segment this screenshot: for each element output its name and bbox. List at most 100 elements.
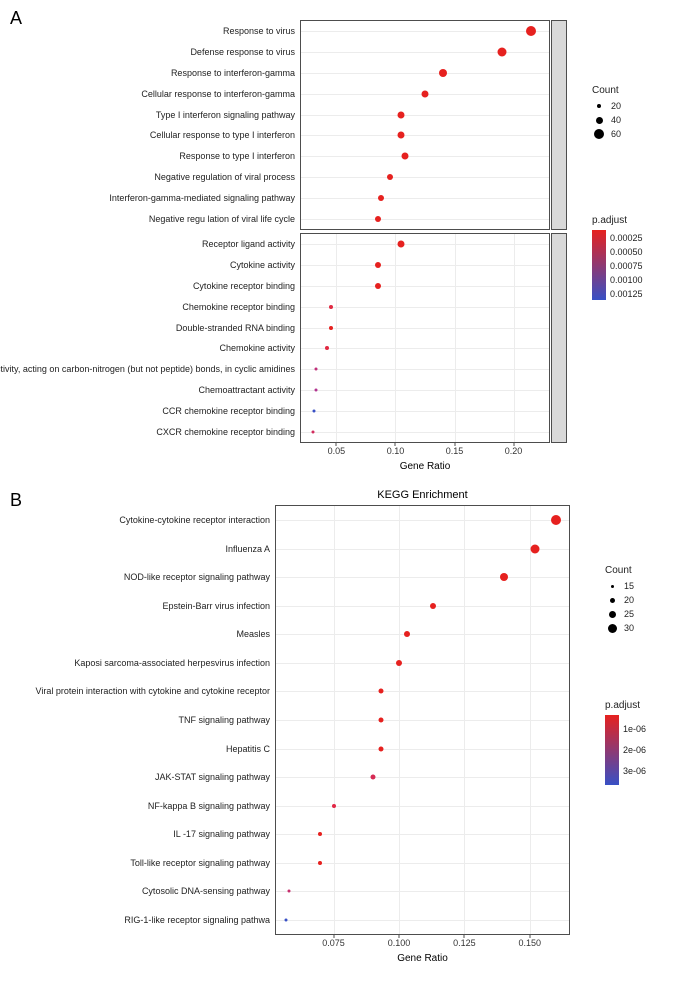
grid-h — [301, 198, 549, 199]
grid-h — [276, 577, 569, 578]
category-label: Interferon-gamma-mediated signaling path… — [109, 193, 295, 203]
chart-title: KEGG Enrichment — [373, 489, 473, 501]
grid-h — [276, 806, 569, 807]
data-point — [551, 515, 561, 525]
legend-title: p.adjust — [605, 700, 640, 711]
grid-h — [276, 606, 569, 607]
element: 20 — [611, 101, 621, 111]
x-axis-title: Gene Ratio — [393, 953, 453, 964]
data-point — [375, 283, 381, 289]
x-tick-label: 0.20 — [505, 446, 523, 456]
legend-padjust: p.adjust1e-062e-063e-06 — [605, 700, 640, 785]
grid-h — [301, 411, 549, 412]
category-label: Cytosolic DNA-sensing pathway — [142, 886, 270, 896]
gradient-tick: 0.00125 — [610, 289, 643, 299]
grid-h — [301, 432, 549, 433]
category-label: Defense response to virus — [190, 47, 295, 57]
element — [592, 104, 606, 108]
x-tick-label: 0.10 — [387, 446, 405, 456]
category-label: Double-stranded RNA binding — [176, 323, 295, 333]
category-label: Cellular response to type I interferon — [150, 130, 295, 140]
grid-h — [301, 348, 549, 349]
grid-h — [301, 390, 549, 391]
data-point — [318, 832, 322, 836]
data-point — [430, 603, 436, 609]
data-point — [332, 804, 336, 808]
legend-row: 20 — [592, 99, 621, 113]
data-point — [370, 775, 375, 780]
category-label: Chemokine activity — [219, 343, 295, 353]
grid-h — [276, 749, 569, 750]
data-point — [375, 262, 381, 268]
gradient-tick: 0.00100 — [610, 275, 643, 285]
category-label: Negative regulation of viral process — [154, 172, 295, 182]
legend-count: Count15202530 — [605, 565, 634, 635]
gradient-tick: 3e-06 — [623, 766, 646, 776]
data-point — [398, 241, 405, 248]
x-tick-label: 0.125 — [453, 938, 476, 948]
legend-title: p.adjust — [592, 215, 627, 226]
grid-h — [276, 520, 569, 521]
data-point — [422, 90, 429, 97]
category-label: RIG-1-like receptor signaling pathwa — [124, 915, 270, 925]
data-point — [404, 631, 410, 637]
data-point — [378, 746, 383, 751]
element: 40 — [611, 115, 621, 125]
category-label: NOD-like receptor signaling pathway — [124, 572, 270, 582]
element — [605, 611, 619, 618]
legend-row: 30 — [605, 621, 634, 635]
data-point — [375, 216, 381, 222]
grid-h — [276, 634, 569, 635]
grid-h — [276, 777, 569, 778]
data-point — [387, 174, 393, 180]
legend-dot — [596, 117, 603, 124]
gradient-tick: 0.00050 — [610, 247, 643, 257]
x-tick-label: 0.150 — [518, 938, 541, 948]
gradient-tick: 1e-06 — [623, 724, 646, 734]
grid-h — [301, 52, 549, 53]
element: 20 — [624, 595, 634, 605]
legend-row: 60 — [592, 127, 621, 141]
legend-count: Count 20 40 60 — [592, 85, 621, 141]
legend-dot — [611, 585, 614, 588]
element — [592, 117, 606, 124]
grid-h — [276, 663, 569, 664]
grid-h — [276, 549, 569, 550]
data-point — [288, 890, 291, 893]
category-label: IL -17 signaling pathway — [173, 829, 270, 839]
data-point — [401, 153, 408, 160]
category-label: Hydrolase activity, acting on carbon-nit… — [0, 364, 295, 374]
grid-h — [276, 691, 569, 692]
data-point — [526, 26, 536, 36]
grid-h — [301, 31, 549, 32]
category-label: CCR chemokine receptor binding — [162, 406, 295, 416]
grid-h — [301, 73, 549, 74]
category-label: Cytokine-cytokine receptor interaction — [119, 515, 270, 525]
grid-h — [301, 219, 549, 220]
category-label: Cytokine receptor binding — [193, 281, 295, 291]
data-point — [439, 69, 447, 77]
category-label: Measles — [236, 629, 270, 639]
grid-h — [301, 307, 549, 308]
legend-title: Count — [592, 85, 621, 96]
element — [605, 624, 619, 633]
gradient-tick: 0.00025 — [610, 233, 643, 243]
category-label: Chemokine receptor binding — [182, 302, 295, 312]
category-label: NF-kappa B signaling pathway — [148, 801, 270, 811]
element — [592, 129, 606, 139]
category-label: Response to virus — [223, 26, 295, 36]
category-label: JAK-STAT signaling pathway — [155, 772, 270, 782]
grid-h — [276, 720, 569, 721]
element: 30 — [624, 623, 634, 633]
x-tick-label: 0.075 — [322, 938, 345, 948]
dotplot-panel: 0.0750.1000.1250.150Cytokine-cytokine re… — [275, 505, 570, 935]
legend-dot — [597, 104, 601, 108]
category-label: Negative regu lation of viral life cycle — [149, 214, 295, 224]
x-tick-label: 0.100 — [388, 938, 411, 948]
element: 60 — [611, 129, 621, 139]
data-point — [311, 430, 314, 433]
grid-h — [301, 244, 549, 245]
legend-dot — [610, 598, 615, 603]
element — [605, 585, 619, 588]
category-label: TNF signaling pathway — [178, 715, 270, 725]
